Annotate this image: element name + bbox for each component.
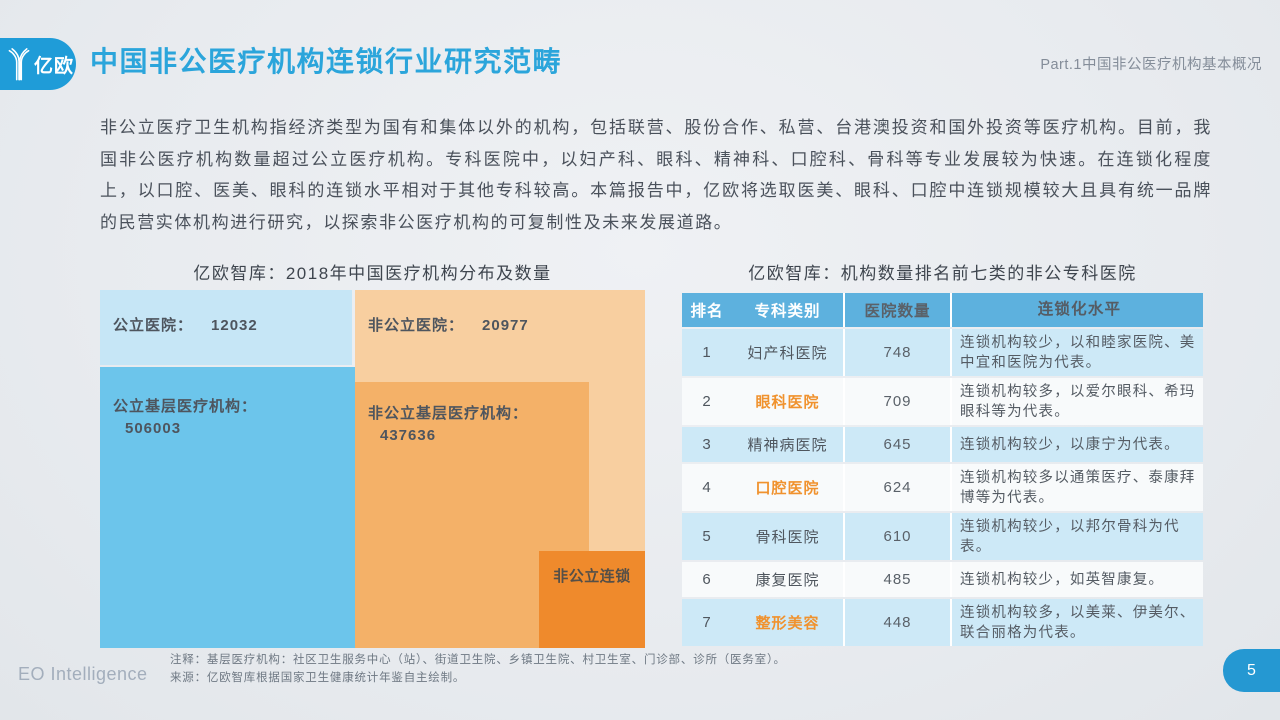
table-row: 6 康复医院 485 连锁机构较少，如英智康复。 <box>682 562 1203 597</box>
table-row: 7 整形美容 448 连锁机构较多，以美莱、伊美尔、联合丽格为代表。 <box>682 599 1203 646</box>
intro-paragraph: 非公立医疗卫生机构指经济类型为国有和集体以外的机构，包括联营、股份合作、私营、台… <box>100 118 1212 232</box>
footnotes: 注释：基层医疗机构：社区卫生服务中心（站）、街道卫生院、乡镇卫生院、村卫生室、门… <box>170 651 786 687</box>
nonpublic-hospital-block: 非公立医院： 20977 非公立基层医疗机构： 437636 非公立连锁 <box>355 290 645 648</box>
rank-cell: 7 <box>702 614 712 631</box>
table-row: 2 眼科医院 709 连锁机构较多，以爱尔眼科、希玛眼科等为代表。 <box>682 378 1203 425</box>
nonpublic-primary-block: 非公立基层医疗机构： 437636 <box>355 382 589 648</box>
treemap-title: 亿欧智库：2018年中国医疗机构分布及数量 <box>193 264 552 283</box>
page-number: 5 <box>1247 661 1256 679</box>
eo-logo-icon <box>8 48 30 81</box>
header-chain-level: 连锁化水平 <box>1037 301 1122 318</box>
nonpublic-hospital-label-row: 非公立医院： 20977 <box>368 314 529 335</box>
chain-level-cell: 连锁机构较少，如英智康复。 <box>960 571 1165 588</box>
eo-logo-badge: 亿欧 <box>0 38 76 90</box>
footnote-note: 注释：基层医疗机构：社区卫生服务中心（站）、街道卫生院、乡镇卫生院、村卫生室、门… <box>170 654 786 666</box>
table-header-row: 排名 专科类别 医院数量 连锁化水平 <box>682 293 1203 327</box>
public-hospital-block: 公立医院： 12032 <box>100 290 352 365</box>
nonpublic-primary-value: 437636 <box>380 427 437 444</box>
footnote-source: 来源：亿欧智库根据国家卫生健康统计年鉴自主绘制。 <box>170 672 466 684</box>
page-title: 中国非公医疗机构连锁行业研究范畴 <box>90 46 563 77</box>
category-cell: 整形美容 <box>732 599 845 646</box>
category-cell: 口腔医院 <box>732 464 845 511</box>
public-hospital-label: 公立医院： <box>113 317 194 334</box>
chain-level-cell: 连锁机构较多，以美莱、伊美尔、联合丽格为代表。 <box>960 604 1196 641</box>
nonpublic-primary-label: 非公立基层医疗机构： <box>368 405 529 422</box>
chain-level-cell: 连锁机构较少，以康宁为代表。 <box>960 436 1180 453</box>
nonpublic-chain-label: 非公立连锁 <box>553 568 631 585</box>
count-cell: 748 <box>845 329 952 376</box>
specialty-hospital-table: 排名 专科类别 医院数量 连锁化水平 1 妇产科医院 748 连锁机构较少，以和… <box>682 293 1203 646</box>
medical-institutions-treemap: 公立医院： 12032 公立基层医疗机构： 506003 非公立医院： 20977 … <box>100 290 645 648</box>
table-title: 亿欧智库：机构数量排名前七类的非公专科医院 <box>748 264 1137 283</box>
category-cell: 康复医院 <box>732 562 845 597</box>
table-row: 1 妇产科医院 748 连锁机构较少，以和睦家医院、美中宜和医院为代表。 <box>682 329 1203 376</box>
table-row: 4 口腔医院 624 连锁机构较多以通策医疗、泰康拜博等为代表。 <box>682 464 1203 511</box>
header-category: 专科类别 <box>732 293 845 327</box>
chain-level-cell: 连锁机构较少，以邦尔骨科为代表。 <box>960 518 1180 555</box>
nonpublic-chain-block: 非公立连锁 <box>539 551 645 648</box>
rank-cell: 3 <box>702 436 712 453</box>
header-count: 医院数量 <box>845 293 952 327</box>
public-hospital-value: 12032 <box>211 317 258 334</box>
part-label: Part.1中国非公医疗机构基本概况 <box>1040 57 1262 73</box>
brand-footer: EO Intelligence <box>18 664 148 684</box>
count-cell: 610 <box>845 513 952 560</box>
rank-cell: 1 <box>702 344 712 361</box>
public-primary-label: 公立基层医疗机构： <box>113 398 258 415</box>
count-cell: 709 <box>845 378 952 425</box>
category-cell: 妇产科医院 <box>732 329 845 376</box>
table-row: 5 骨科医院 610 连锁机构较少，以邦尔骨科为代表。 <box>682 513 1203 560</box>
chain-level-cell: 连锁机构较少，以和睦家医院、美中宜和医院为代表。 <box>960 334 1196 371</box>
rank-cell: 4 <box>702 479 712 496</box>
nonpublic-hospital-label: 非公立医院： <box>368 317 465 334</box>
header-rank: 排名 <box>690 303 724 320</box>
rank-cell: 2 <box>702 393 712 410</box>
category-cell: 精神病医院 <box>732 427 845 462</box>
category-cell: 骨科医院 <box>732 513 845 560</box>
count-cell: 485 <box>845 562 952 597</box>
logo-text: 亿欧 <box>34 55 75 77</box>
rank-cell: 5 <box>702 528 712 545</box>
count-cell: 645 <box>845 427 952 462</box>
table-row: 3 精神病医院 645 连锁机构较少，以康宁为代表。 <box>682 427 1203 462</box>
count-cell: 448 <box>845 599 952 646</box>
category-cell: 眼科医院 <box>732 378 845 425</box>
rank-cell: 6 <box>702 571 712 588</box>
chain-level-cell: 连锁机构较多以通策医疗、泰康拜博等为代表。 <box>960 469 1196 506</box>
public-primary-block: 公立基层医疗机构： 506003 <box>100 367 355 648</box>
page-number-badge: 5 <box>1223 649 1280 692</box>
chain-level-cell: 连锁机构较多，以爱尔眼科、希玛眼科等为代表。 <box>960 383 1196 420</box>
count-cell: 624 <box>845 464 952 511</box>
public-primary-value: 506003 <box>125 420 182 437</box>
nonpublic-hospital-value: 20977 <box>482 317 529 334</box>
